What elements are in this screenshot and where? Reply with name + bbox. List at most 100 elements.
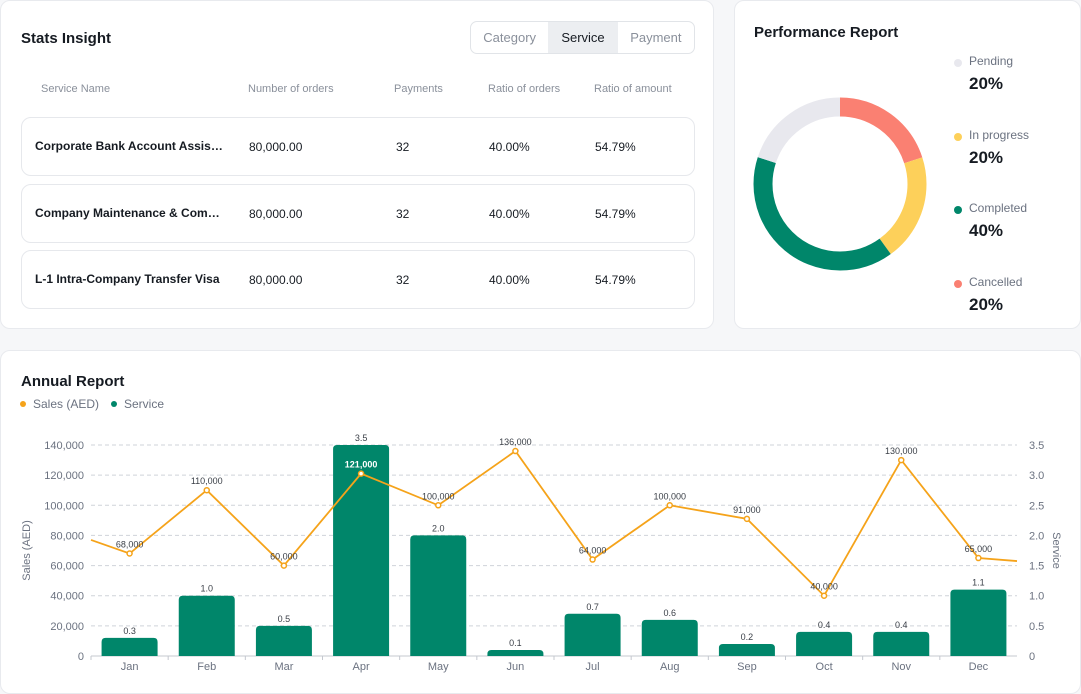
table-row[interactable]: L-1 Intra-Company Transfer Visa 80,000.0… — [21, 250, 695, 309]
y2-tick-label: 3.5 — [1029, 440, 1044, 452]
bar-feb[interactable] — [178, 595, 235, 656]
sales-point-mar[interactable] — [280, 562, 288, 569]
table-row[interactable]: Company Maintenance & Compliance 80,000.… — [21, 184, 695, 243]
stats-insight-title: Stats Insight — [21, 30, 112, 47]
bar-oct[interactable] — [796, 631, 853, 656]
tab-payment[interactable]: Payment — [630, 30, 682, 45]
sales-value-label: 121,000 — [345, 460, 378, 470]
y2-tick-label: 2.0 — [1029, 530, 1044, 542]
sales-point-jan[interactable] — [126, 550, 133, 557]
in-progress-label: In progress — [969, 128, 1030, 142]
column-header-number-of-orders: Number of orders — [248, 83, 334, 95]
sales-value-label: 60,000 — [270, 552, 298, 562]
stats-tab-group: Category Service Payment — [470, 21, 695, 54]
sales-legend-dot — [20, 401, 26, 407]
bar-value-label: 2.0 — [432, 523, 445, 533]
y2-axis-title: Service — [1050, 532, 1062, 569]
payments-cell: 32 — [396, 206, 410, 221]
annual-report-chart: 0 0 20,000 0.5 40,000 1.0 60,000 1.5 80,000 2.0 10… — [21, 433, 1062, 673]
donut-slice-completed[interactable] — [753, 97, 927, 271]
x-tick-label: Jan — [121, 661, 139, 673]
sales-point-oct[interactable] — [820, 592, 828, 599]
performance-report-title: Performance Report — [754, 24, 899, 41]
table-row[interactable]: Corporate Bank Account Assistance 80,000… — [21, 117, 695, 176]
sales-value-label: 64,000 — [579, 546, 607, 556]
legend-sales: Sales (AED) — [20, 397, 99, 411]
in-progress-dot — [954, 133, 962, 141]
bar-may[interactable] — [410, 535, 467, 656]
bar-apr[interactable] — [333, 445, 390, 656]
y-tick-label: 100,000 — [44, 500, 84, 512]
bar-mar[interactable] — [255, 625, 312, 656]
sales-point-apr[interactable] — [357, 470, 365, 477]
sales-point-jul[interactable] — [589, 556, 596, 563]
sales-point-jun[interactable] — [512, 447, 519, 455]
y2-tick-label: 0.5 — [1029, 621, 1044, 633]
bar-value-label: 0.4 — [895, 620, 908, 630]
orders-cell: 80,000.00 — [249, 206, 303, 221]
column-header-ratio-of-amount: Ratio of amount — [594, 83, 672, 95]
donut-slice-pending[interactable] — [753, 97, 927, 271]
bar-jul[interactable] — [564, 613, 621, 656]
sales-point-nov[interactable] — [898, 456, 905, 464]
sales-point-feb[interactable] — [203, 486, 210, 494]
bar-value-label: 3.5 — [355, 433, 368, 443]
column-header-ratio-of-orders: Ratio of orders — [488, 83, 561, 95]
pending-label: Pending — [969, 54, 1014, 68]
sales-point-sep[interactable] — [743, 515, 751, 523]
y2-tick-label: 1.5 — [1029, 561, 1044, 573]
tab-category[interactable]: Category — [483, 30, 537, 45]
y2-tick-label: 2.5 — [1029, 500, 1044, 512]
sales-point-aug[interactable] — [666, 502, 673, 509]
sales-value-label: 68,000 — [116, 540, 144, 550]
x-tick-label: Nov — [891, 661, 911, 673]
in-progress-value: 20% — [969, 148, 1004, 167]
cancelled-label: Cancelled — [969, 275, 1023, 289]
bar-value-label: 0.6 — [663, 608, 676, 618]
tab-service[interactable]: Service — [548, 22, 618, 53]
ratio-orders-cell: 40.00% — [489, 206, 530, 221]
sales-point-may[interactable] — [435, 502, 442, 509]
sales-value-label: 91,000 — [733, 505, 761, 515]
y-tick-label: 140,000 — [44, 440, 84, 452]
bar-value-label: 0.7 — [586, 602, 599, 612]
y2-tick-label: 3.0 — [1029, 470, 1044, 482]
sales-value-label: 100,000 — [653, 491, 686, 501]
service-name-cell: Company Maintenance & Compliance — [35, 206, 225, 220]
bar-aug[interactable] — [641, 619, 698, 656]
bar-dec[interactable] — [950, 589, 1007, 656]
pending-value: 20% — [969, 74, 1004, 93]
y2-tick-label: 1.0 — [1029, 591, 1044, 603]
ratio-orders-cell: 40.00% — [489, 139, 530, 154]
bar-value-label: 1.1 — [972, 578, 985, 588]
ratio-orders-cell: 40.00% — [489, 272, 530, 287]
bar-jun[interactable] — [487, 649, 544, 656]
sales-value-label: 65,000 — [965, 544, 993, 554]
sales-value-label: 136,000 — [499, 437, 532, 447]
ratio-amount-cell: 54.79% — [595, 272, 636, 287]
bar-nov[interactable] — [873, 631, 930, 656]
sales-value-label: 110,000 — [191, 476, 223, 486]
y-tick-label: 0 — [78, 651, 84, 663]
y-axis-title: Sales (AED) — [21, 520, 33, 581]
cancelled-dot — [954, 280, 962, 288]
ratio-amount-cell: 54.79% — [595, 206, 636, 221]
y-tick-label: 80,000 — [50, 530, 84, 542]
x-tick-label: Mar — [274, 661, 293, 673]
y-tick-label: 60,000 — [50, 561, 84, 573]
sales-point-dec[interactable] — [975, 554, 982, 562]
column-header-service-name: Service Name — [41, 83, 111, 95]
bar-value-label: 1.0 — [200, 584, 213, 594]
completed-value: 40% — [969, 221, 1004, 240]
bar-jan[interactable] — [101, 637, 158, 656]
x-tick-label: Dec — [969, 661, 989, 673]
service-legend-label: Service — [124, 397, 165, 411]
donut-slice-in-progress[interactable] — [753, 97, 927, 271]
bar-sep[interactable] — [718, 643, 775, 656]
bar-value-label: 0.5 — [278, 614, 291, 624]
x-tick-label: Jul — [586, 661, 600, 673]
bar-value-label: 0.2 — [741, 632, 754, 642]
ratio-amount-cell: 54.79% — [595, 139, 636, 154]
x-tick-label: Jun — [507, 661, 525, 673]
service-name-cell: L-1 Intra-Company Transfer Visa — [35, 272, 220, 286]
